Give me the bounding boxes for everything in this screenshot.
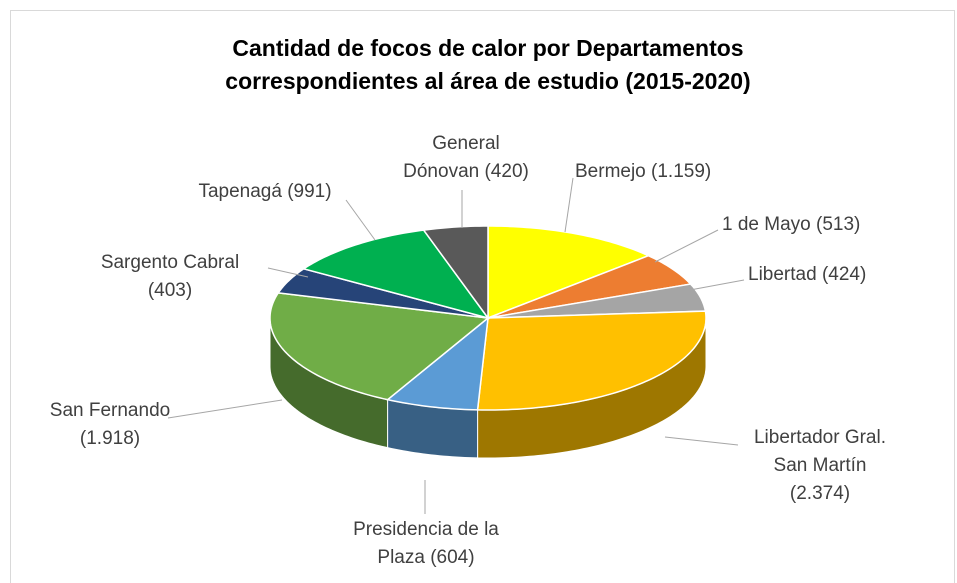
- category-label: Libertad: [748, 264, 817, 285]
- category-label: Presidencia de la Plaza: [353, 519, 499, 568]
- leader-line: [167, 399, 283, 419]
- category-label: San Fernando: [49, 400, 171, 421]
- leader-line: [345, 199, 376, 241]
- value-label: (991): [287, 181, 332, 202]
- slice: [385, 316, 489, 411]
- chart-title: Cantidad de focos de calor por Departame…: [225, 35, 751, 94]
- value-label: (424): [821, 264, 867, 285]
- category-label: Bermejo: [575, 161, 646, 182]
- chart-frame: [10, 10, 955, 583]
- category-label: Sargento Cabral: [100, 252, 240, 273]
- leader-line: [664, 436, 739, 446]
- category-label: General Dónovan: [403, 133, 500, 182]
- slice: [476, 310, 707, 411]
- data-label: Libertad (424): [748, 261, 948, 289]
- value-label: (604): [430, 547, 475, 568]
- leader-line: [564, 177, 574, 233]
- data-label: Tapenagá (991): [180, 178, 350, 206]
- slice: [269, 292, 490, 401]
- value-label: (2.374): [789, 483, 851, 504]
- data-label: Libertador Gral. San Martín (2.374): [740, 424, 900, 508]
- leader-line: [689, 279, 745, 291]
- data-label: San Fernando (1.918): [30, 397, 190, 453]
- slice: [487, 254, 693, 319]
- slice: [301, 229, 490, 320]
- data-label: General Dónovan (420): [400, 130, 532, 186]
- category-label: 1 de Mayo: [722, 214, 811, 235]
- leader-line: [654, 229, 719, 263]
- data-label: 1 de Mayo (513): [722, 211, 942, 239]
- category-label: Tapenagá: [198, 181, 282, 202]
- value-label: (1.159): [651, 161, 712, 182]
- slice: [487, 283, 707, 319]
- value-label: (420): [484, 161, 529, 182]
- value-label: (513): [816, 214, 861, 235]
- data-label: Sargento Cabral (403): [75, 249, 265, 305]
- leader-line: [267, 267, 309, 278]
- value-label: (1.918): [79, 428, 141, 449]
- value-label: (403): [147, 280, 193, 301]
- slice: [487, 225, 651, 320]
- slice: [276, 268, 489, 319]
- category-label: Libertador Gral. San Martín: [753, 427, 886, 476]
- data-label: Presidencia de la Plaza (604): [352, 516, 500, 572]
- slice: [422, 225, 489, 321]
- data-label: Bermejo (1.159): [575, 158, 795, 186]
